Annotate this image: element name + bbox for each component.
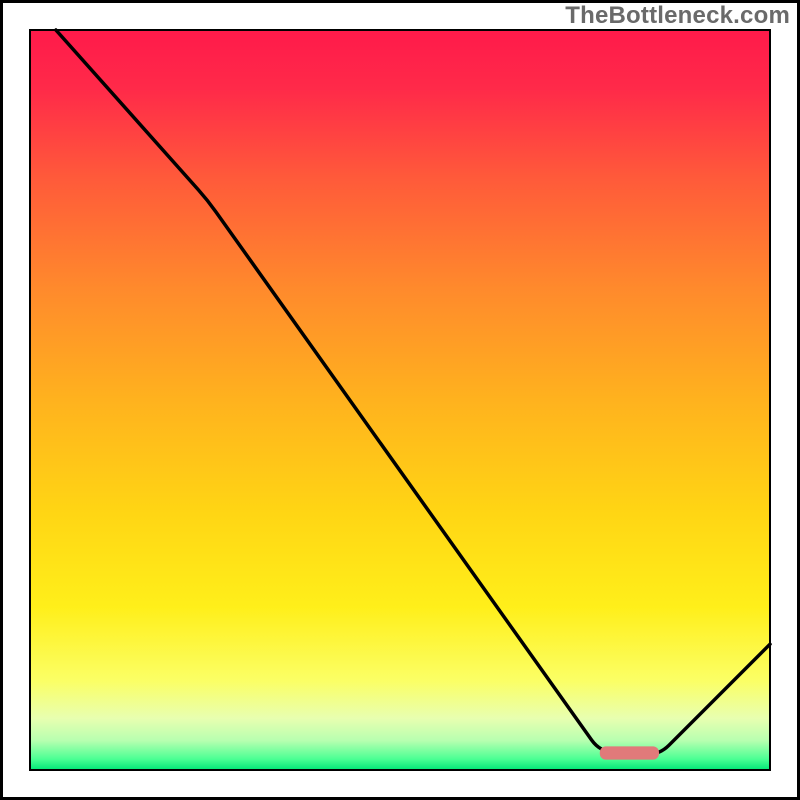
optimal-range-marker [600, 746, 659, 759]
chart-container: TheBottleneck.com [0, 0, 800, 800]
bottleneck-chart [0, 0, 800, 800]
plot-background [30, 30, 770, 770]
watermark-text: TheBottleneck.com [565, 2, 790, 30]
